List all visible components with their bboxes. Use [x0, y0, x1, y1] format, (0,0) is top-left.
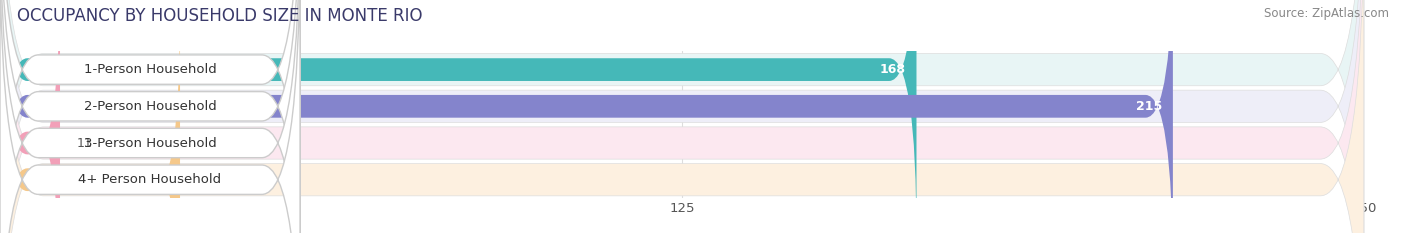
FancyBboxPatch shape [0, 0, 1364, 233]
FancyBboxPatch shape [0, 0, 917, 233]
FancyBboxPatch shape [0, 0, 1364, 233]
Text: OCCUPANCY BY HOUSEHOLD SIZE IN MONTE RIO: OCCUPANCY BY HOUSEHOLD SIZE IN MONTE RIO [17, 7, 422, 25]
Text: 4+ Person Household: 4+ Person Household [79, 173, 222, 186]
FancyBboxPatch shape [0, 0, 1364, 233]
FancyBboxPatch shape [0, 0, 299, 233]
Text: 33: 33 [152, 173, 169, 186]
FancyBboxPatch shape [0, 0, 1364, 233]
Text: 1-Person Household: 1-Person Household [83, 63, 217, 76]
FancyBboxPatch shape [0, 0, 299, 233]
Text: 2-Person Household: 2-Person Household [83, 100, 217, 113]
Text: 11: 11 [76, 137, 93, 150]
Text: 215: 215 [1136, 100, 1161, 113]
Text: 3-Person Household: 3-Person Household [83, 137, 217, 150]
Text: 168: 168 [880, 63, 905, 76]
FancyBboxPatch shape [0, 0, 60, 233]
FancyBboxPatch shape [0, 0, 299, 233]
FancyBboxPatch shape [0, 8, 180, 233]
FancyBboxPatch shape [0, 0, 299, 233]
Text: Source: ZipAtlas.com: Source: ZipAtlas.com [1264, 7, 1389, 20]
FancyBboxPatch shape [0, 0, 1173, 233]
